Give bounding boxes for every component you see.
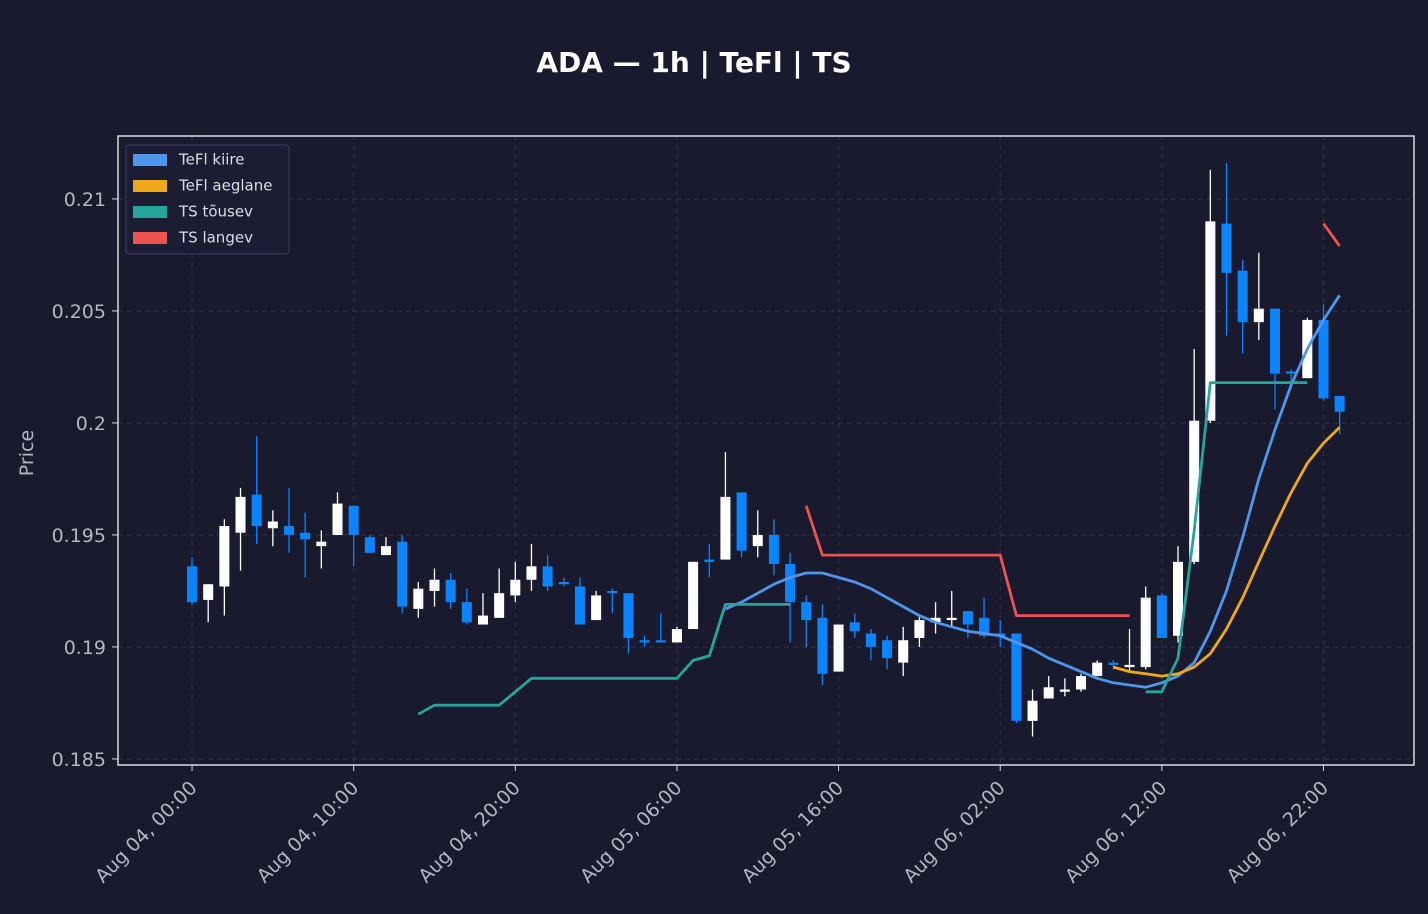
candle-body — [1237, 270, 1248, 323]
candle-body — [898, 640, 909, 663]
candle-body — [445, 579, 456, 603]
candle-body — [720, 496, 731, 560]
legend-label: TeFl aeglane — [178, 177, 272, 195]
candle-body — [1124, 664, 1135, 668]
legend-label: TeFl kiire — [178, 151, 245, 169]
candle-body — [380, 546, 392, 556]
indicator-line — [417, 381, 1308, 716]
candle-body — [1092, 662, 1103, 677]
candle-body — [623, 593, 634, 638]
legend: TeFl kiire TeFl aeglane TS tõusev TS langev — [125, 144, 290, 255]
candle-body — [1334, 396, 1345, 412]
candle-body — [1027, 700, 1038, 721]
candle-body — [849, 622, 860, 632]
y-tick-label: 0.19 — [64, 637, 106, 659]
candle-body — [785, 564, 796, 603]
candle-body — [526, 566, 537, 580]
legend-box — [125, 144, 290, 255]
candle-body — [1221, 223, 1232, 273]
indicator-line — [804, 222, 1341, 617]
legend-label: TS tõusev — [178, 203, 253, 221]
candle-body — [801, 602, 812, 621]
candle-body — [1140, 597, 1151, 668]
candle-body — [187, 566, 198, 603]
candle-body — [267, 521, 278, 529]
candle-body — [203, 584, 214, 600]
legend-swatch — [133, 206, 167, 218]
candle-body — [1173, 561, 1184, 636]
y-tick-label: 0.21 — [64, 189, 106, 211]
candle-body — [768, 534, 779, 565]
legend-swatch — [133, 180, 167, 192]
candle-body — [364, 537, 375, 553]
candle-body — [542, 566, 553, 587]
candle-body — [1059, 689, 1070, 692]
candle-body — [461, 602, 472, 623]
candle-body — [1011, 633, 1022, 721]
candle-body — [235, 496, 246, 533]
candle-body — [1318, 319, 1329, 399]
y-tick-label: 0.185 — [52, 749, 106, 771]
candle-body — [704, 559, 715, 562]
indicator-line — [1113, 426, 1341, 678]
legend-swatch — [133, 154, 167, 166]
candle-body — [1286, 371, 1297, 374]
candle-body — [882, 640, 893, 659]
candle-body — [300, 532, 311, 540]
candle-body — [655, 640, 666, 643]
candle-body — [946, 617, 957, 621]
candle-body — [833, 624, 844, 672]
candle-body — [1253, 308, 1264, 323]
candle-body — [607, 590, 618, 594]
candle-body — [914, 620, 925, 638]
candle-body — [671, 629, 682, 643]
candle-body — [413, 588, 424, 609]
candle-body — [284, 525, 295, 535]
candle-body — [477, 615, 488, 625]
candle-body — [1156, 595, 1167, 638]
candle-body — [639, 640, 650, 643]
candle-body — [1076, 676, 1087, 690]
chart-title: ADA — 1h | TeFl | TS — [536, 46, 851, 79]
plot-frame — [117, 135, 1415, 766]
candle-body — [962, 611, 973, 625]
candle-body — [558, 581, 569, 585]
y-tick-label: 0.205 — [52, 301, 106, 323]
candle-body — [930, 617, 941, 623]
candle-body — [494, 593, 505, 618]
candle-body — [865, 633, 876, 647]
candle-body — [574, 586, 585, 625]
candle-body — [1043, 687, 1054, 699]
candle-body — [429, 579, 440, 591]
candle-body — [1189, 420, 1200, 562]
candle-body — [817, 617, 828, 674]
candle-body — [397, 541, 408, 607]
candle-body — [219, 525, 230, 587]
candle-body — [316, 541, 327, 547]
candle-body — [1205, 221, 1216, 421]
candle-body — [591, 595, 602, 621]
plot-marks — [187, 163, 1345, 737]
y-tick-label: 0.195 — [52, 525, 106, 547]
candle-body — [752, 534, 763, 547]
y-tick-label: 0.2 — [76, 413, 106, 435]
candle-body — [1269, 308, 1281, 374]
candle-body — [979, 617, 990, 636]
y-axis-label: Price — [16, 430, 38, 476]
candle-body — [332, 503, 343, 535]
legend-label: TS langev — [178, 229, 253, 247]
candle-body — [736, 492, 747, 551]
candle-body — [348, 505, 359, 535]
candle-body — [1108, 662, 1119, 665]
candle-body — [688, 561, 699, 630]
indicator-line — [724, 294, 1341, 689]
candle-body — [510, 579, 521, 596]
candle-body — [251, 494, 262, 526]
legend-swatch — [133, 232, 167, 244]
